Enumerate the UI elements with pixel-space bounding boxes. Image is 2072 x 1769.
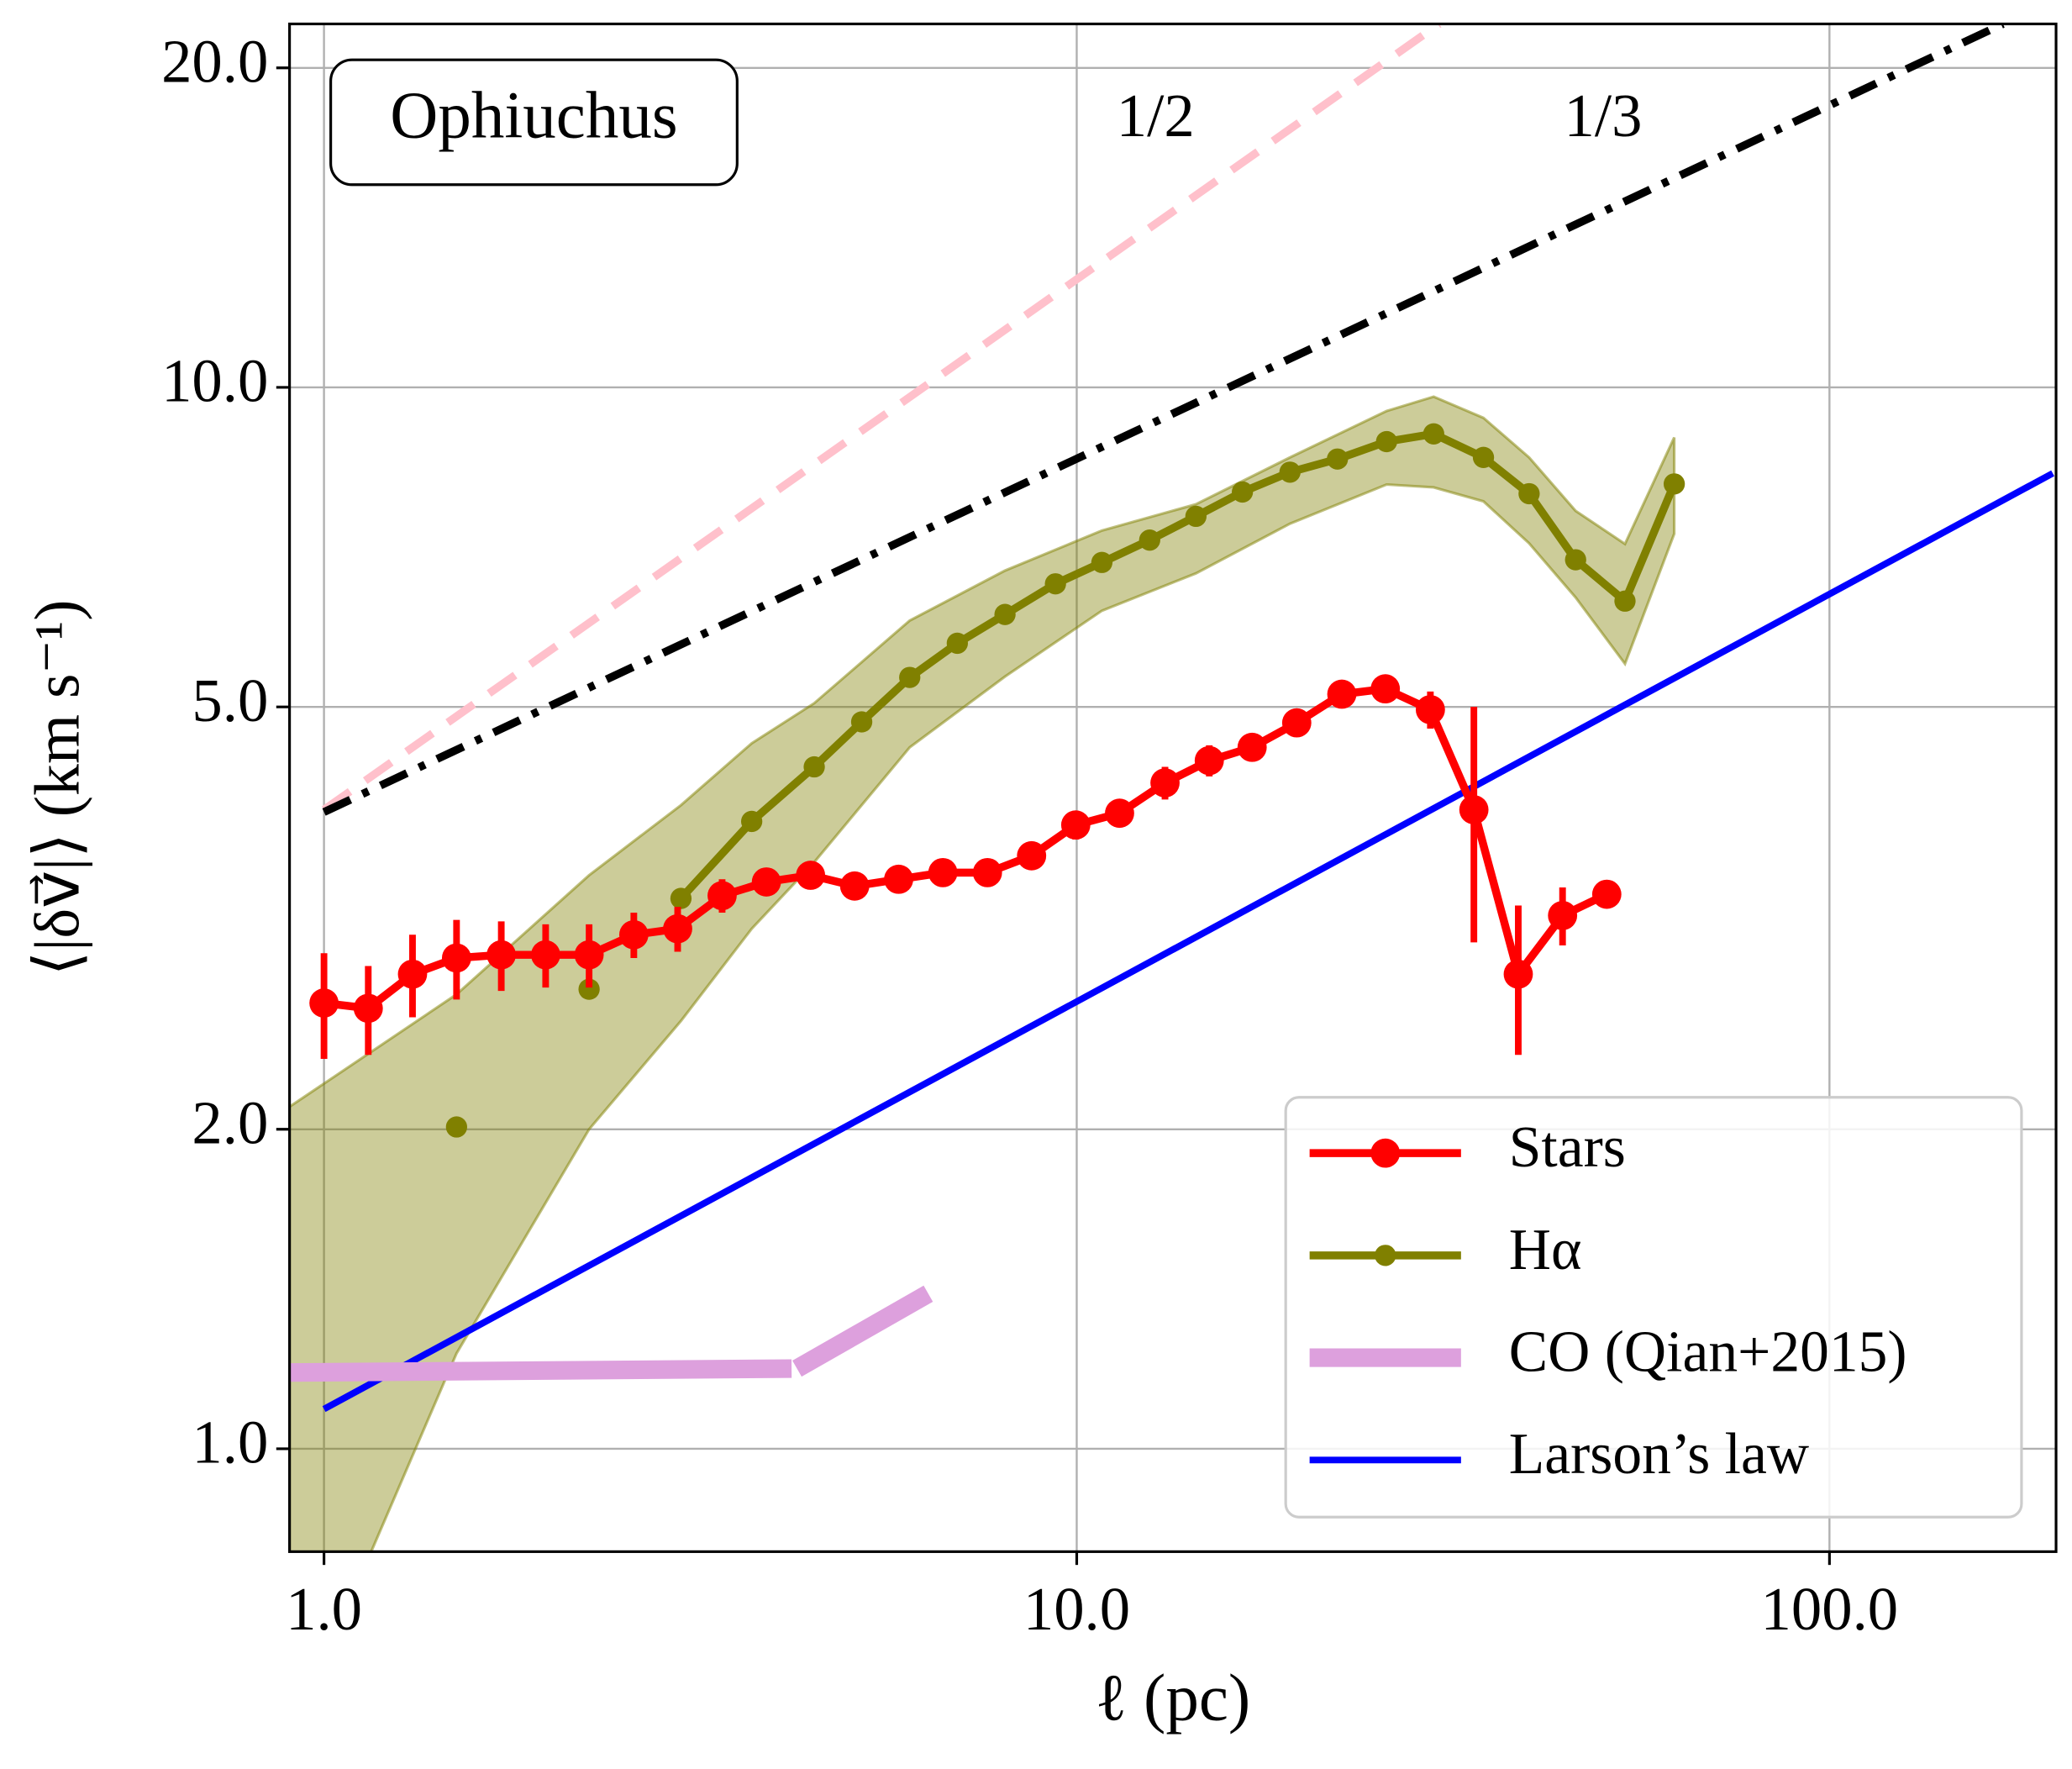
- data-point: [1060, 810, 1091, 840]
- legend-label: Stars: [1509, 1115, 1626, 1180]
- data-point: [1150, 768, 1180, 798]
- data-point: [850, 711, 873, 733]
- data-point: [1232, 481, 1254, 503]
- guide-label: 1/2: [1117, 82, 1195, 150]
- data-point: [899, 666, 921, 688]
- axes-labels: 1.0 10.0 100.0 1.0 2.0 5.0 10.0 20.0 1/2 1/3: [161, 27, 1898, 1642]
- data-point: [441, 943, 471, 973]
- y-tick-label: 5.0: [192, 666, 268, 734]
- x-tick-label: 1.0: [286, 1575, 362, 1643]
- data-point: [1327, 448, 1349, 470]
- data-point: [531, 940, 560, 970]
- data-point: [663, 913, 692, 944]
- data-point: [994, 603, 1016, 625]
- data-point: [1472, 446, 1495, 468]
- legend: Stars Hα CO (Qian+2015) Larson’s law: [1284, 1096, 2023, 1519]
- legend-label: CO (Qian+2015): [1509, 1320, 1907, 1385]
- annotation: Ophiuchus: [390, 80, 677, 153]
- x-axis-label: ℓ (pc): [1095, 1661, 1250, 1735]
- data-point: [1503, 959, 1533, 989]
- data-point: [707, 881, 737, 911]
- data-point: [1370, 674, 1401, 704]
- data-point: [1591, 879, 1622, 909]
- y-tick-label: 2.0: [192, 1088, 268, 1156]
- legend-marker: [1370, 1138, 1401, 1168]
- x-tick-label: 100.0: [1761, 1575, 1899, 1643]
- legend-box: [1284, 1096, 2023, 1519]
- data-point: [1281, 708, 1312, 738]
- data-point: [618, 919, 649, 950]
- legend-marker: [1375, 1245, 1396, 1266]
- series-line: [289, 1285, 933, 1382]
- y-tick-label: 1.0: [192, 1408, 268, 1477]
- series-line: [322, 470, 2055, 1413]
- data-point: [740, 810, 763, 833]
- annotation-box: [329, 58, 739, 187]
- data-point: [946, 632, 968, 655]
- data-point: [1044, 573, 1066, 595]
- data-point: [1279, 461, 1301, 483]
- data-point: [1423, 423, 1444, 445]
- data-point: [353, 993, 383, 1024]
- y-tick-label: 20.0: [161, 27, 268, 95]
- data-point: [1663, 473, 1685, 495]
- data-point: [1548, 901, 1578, 930]
- data-point: [751, 867, 781, 897]
- data-point: [1194, 745, 1224, 776]
- data-point: [1327, 679, 1357, 709]
- data-point: [1185, 505, 1207, 528]
- data-point: [1518, 482, 1540, 505]
- data-point: [1459, 795, 1489, 824]
- data-point: [309, 988, 339, 1018]
- data-point: [670, 887, 692, 909]
- data-point: [578, 978, 600, 1000]
- legend-label: Hα: [1509, 1218, 1582, 1282]
- data-point: [839, 871, 870, 901]
- data-point: [1017, 840, 1047, 871]
- x-tick-label: 10.0: [1023, 1575, 1130, 1643]
- data-point: [445, 1116, 468, 1138]
- data-point: [1415, 695, 1445, 724]
- y-axis-label: ⟨|δv⃗|⟩ (km s⁻¹): [22, 599, 92, 976]
- data-point: [796, 861, 826, 890]
- guide-label: 1/3: [1565, 82, 1643, 150]
- data-point: [1237, 732, 1267, 762]
- y-tick-label: 10.0: [161, 347, 268, 415]
- data-point: [397, 959, 428, 989]
- data-point: [486, 940, 516, 970]
- data-point: [574, 940, 604, 970]
- data-point: [803, 756, 825, 778]
- data-point: [1105, 798, 1134, 829]
- legend-label: Larson’s law: [1509, 1422, 1809, 1487]
- data-point: [1565, 549, 1586, 571]
- data-point: [1614, 590, 1636, 612]
- guide-line: [322, 24, 2005, 816]
- data-point: [884, 864, 913, 894]
- axes-frame: [288, 22, 2058, 1553]
- plot-area: [289, 24, 2055, 1552]
- guide-line: [321, 24, 1442, 813]
- data-point: [1375, 430, 1397, 453]
- data-point: [972, 857, 1002, 887]
- data-point: [928, 857, 958, 887]
- data-point: [1139, 529, 1160, 551]
- data-point: [1091, 551, 1113, 573]
